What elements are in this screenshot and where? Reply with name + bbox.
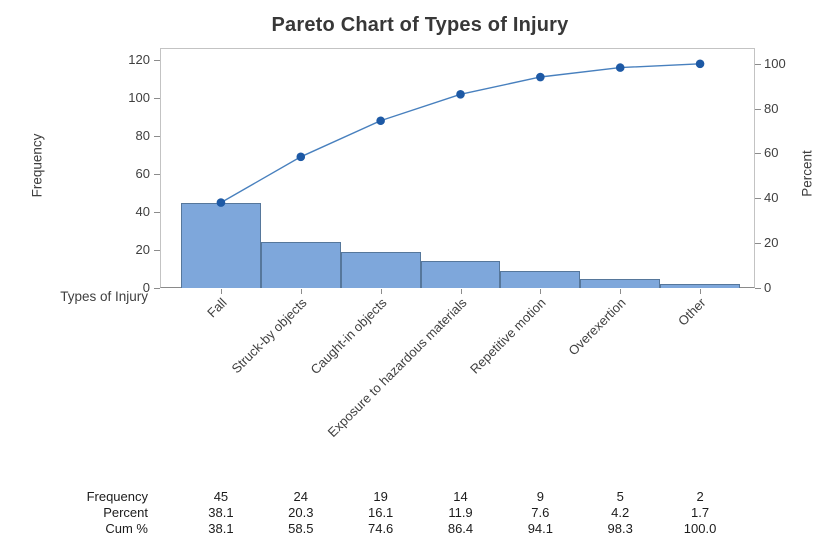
pct-tick-label: 0 — [764, 280, 772, 295]
table-cell: 9 — [536, 489, 544, 504]
table-cell: 1.7 — [691, 505, 710, 520]
freq-tick-label: 20 — [135, 242, 150, 257]
freq-tick-label: 80 — [135, 128, 150, 143]
axis-tick — [620, 289, 622, 294]
table-cell: 5 — [616, 489, 624, 504]
category-label: Exposure to hazardous materials — [324, 295, 470, 440]
table-cell: 20.3 — [288, 505, 314, 520]
table-cell: 58.5 — [288, 521, 314, 536]
cumulative-point: Overexertion: 98.3% — [615, 63, 625, 72]
cumulative-point: Struck-by objects: 58.5% — [296, 152, 306, 162]
cumulative-point: Fall: 38.1% — [216, 198, 226, 207]
cumulative-line-layer: Fall: 38.1% Struck-by objects: 58.5% Caugh… — [216, 59, 705, 207]
freq-tick-label: 120 — [128, 52, 150, 67]
bar-struck-by-objects — [260, 242, 341, 288]
category-label: Caught-in objects — [307, 295, 390, 378]
axis-tick — [154, 174, 160, 175]
chart-title: Pareto Chart of Types of Injury — [271, 14, 569, 36]
cumulative-point: Other: 100% — [695, 59, 705, 69]
table-cell: 19 — [373, 489, 388, 504]
table-cell: 45 — [213, 489, 229, 504]
axis-tick — [460, 289, 462, 294]
table-cell: 4.2 — [611, 505, 630, 520]
table-row-label: Frequency — [86, 489, 148, 504]
axis-tick — [755, 153, 761, 155]
table-cell: 14 — [453, 489, 468, 504]
x-axis-title: Types of Injury — [60, 289, 148, 304]
axis-tick — [700, 289, 702, 294]
category-label: Repetitive motion — [467, 295, 549, 377]
table-cell: 24 — [293, 489, 309, 504]
bar-exposure-to-hazardous-materials — [420, 261, 501, 288]
axis-tick — [755, 198, 761, 200]
bar-repetitive-motion — [500, 270, 581, 288]
pct-tick-label: 100 — [764, 55, 786, 71]
axis-tick — [154, 288, 160, 289]
axis-tick — [154, 60, 160, 61]
axis-tick — [300, 289, 302, 294]
table-row-label: Cum % — [105, 521, 148, 536]
table-cell: 100.0 — [683, 521, 717, 536]
freq-tick-label: 60 — [135, 166, 150, 181]
pct-tick-label: 40 — [764, 190, 779, 206]
freq-tick-label: 40 — [135, 204, 150, 219]
axis-tick — [755, 108, 761, 110]
axis-tick — [154, 136, 160, 137]
left-axis-title: Frequency — [29, 133, 45, 198]
category-label: Struck-by objects — [228, 295, 310, 377]
cumulative-point: Repetitive motion: 94.1% — [536, 72, 545, 82]
axis-tick — [755, 288, 761, 289]
table-cell: 11.9 — [448, 505, 473, 520]
right-axis-title: Percent — [799, 150, 815, 197]
table-cell: 38.1 — [208, 505, 234, 520]
bar-fall — [181, 202, 261, 288]
table-cell: 86.4 — [447, 521, 474, 536]
axis-tick — [220, 289, 222, 294]
cumulative-point: Exposure to hazardous materials: 86.4% — [456, 89, 465, 99]
table-cell: 2 — [696, 489, 704, 504]
category-label: Fall — [204, 295, 230, 321]
axis-tick — [154, 212, 160, 213]
table-cell: 74.6 — [367, 521, 394, 536]
bar-overexertion — [580, 278, 661, 288]
pct-tick-label: 20 — [764, 235, 779, 251]
axis-tick — [540, 289, 542, 294]
axis-tick — [154, 98, 160, 99]
table-cell: 94.1 — [527, 521, 553, 536]
table-cell: 98.3 — [607, 521, 633, 536]
cumulative-point: Caught-in objects: 74.6% — [376, 116, 385, 126]
pct-tick-label: 80 — [764, 100, 779, 116]
bar-caught-in-objects — [340, 251, 421, 288]
cumulative-line — [220, 63, 701, 204]
category-label: Overexertion — [565, 295, 629, 359]
axis-tick — [154, 250, 160, 251]
category-label: Other — [675, 295, 709, 329]
freq-tick-label: 100 — [128, 90, 150, 105]
axis-tick — [755, 63, 761, 65]
table-row-label: Percent — [103, 505, 148, 520]
pct-tick-label: 60 — [764, 145, 779, 161]
axis-tick — [380, 289, 382, 294]
bar-other — [660, 284, 740, 288]
table-cell: 7.6 — [531, 505, 550, 520]
table-cell: 16.1 — [367, 505, 394, 520]
axis-tick — [755, 243, 761, 245]
table-cell: 38.1 — [208, 521, 234, 536]
freq-tick-label: 0 — [142, 280, 150, 295]
